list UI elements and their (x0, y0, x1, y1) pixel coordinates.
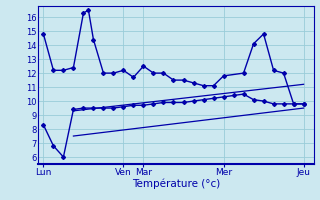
X-axis label: Température (°c): Température (°c) (132, 179, 220, 189)
